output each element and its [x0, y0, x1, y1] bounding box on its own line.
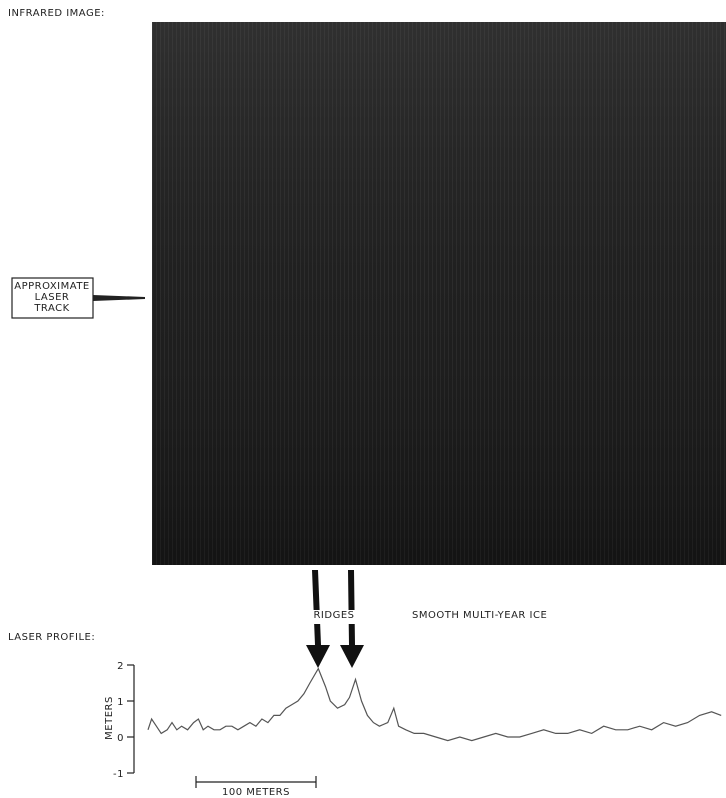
- ridges-label: RIDGES: [313, 610, 354, 621]
- chart-title: LASER PROFILE:: [8, 632, 95, 643]
- figure: INFRARED IMAGE: APPROXIMATE LASER TRACK …: [0, 0, 726, 798]
- track-label: APPROXIMATE: [14, 281, 90, 292]
- track-label: TRACK: [33, 303, 69, 314]
- track-pointer: [93, 295, 145, 301]
- scale-label: 100 METERS: [222, 787, 290, 798]
- ice-label: SMOOTH MULTI-YEAR ICE: [412, 610, 547, 621]
- profile-line: [148, 669, 721, 741]
- y-tick-label: 0: [117, 733, 124, 744]
- image-shading: [152, 22, 726, 565]
- y-tick-label: 2: [117, 661, 124, 672]
- y-tick-label: 1: [117, 697, 124, 708]
- y-tick-label: -1: [113, 769, 124, 780]
- y-axis-label: METERS: [104, 696, 115, 740]
- image-label: INFRARED IMAGE:: [8, 8, 105, 19]
- track-label: LASER: [35, 292, 70, 303]
